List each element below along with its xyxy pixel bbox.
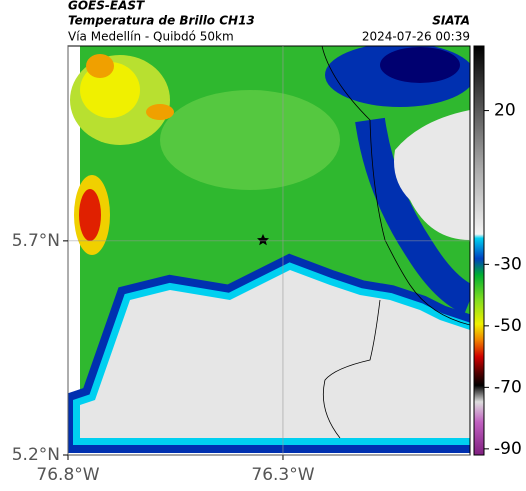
- satellite-image: [68, 46, 470, 455]
- x-tick-label: 76.8°W: [36, 465, 99, 485]
- colorbar-tick-label: -50: [494, 316, 522, 336]
- satellite-name: GOES-EAST: [68, 0, 145, 13]
- colorbar-tick-label: -70: [494, 377, 522, 397]
- colorbar-tick-label: -30: [494, 254, 522, 274]
- map-title: Temperatura de Brillo CH13: [68, 14, 255, 28]
- map-subtitle: Vía Medellín - Quibdó 50km: [68, 30, 234, 44]
- y-tick-label: 5.7°N: [12, 231, 60, 251]
- colorbar: [473, 45, 485, 456]
- location-marker: [257, 234, 269, 246]
- colorbar-tick-label: 20: [494, 101, 516, 121]
- source: SIATA: [432, 14, 470, 28]
- colorbar-tick-label: -90: [494, 439, 522, 459]
- x-tick-label: 76.3°W: [251, 465, 314, 485]
- datetime: 2024-07-26 00:39: [362, 30, 470, 44]
- y-tick-label: 5.2°N: [12, 445, 60, 465]
